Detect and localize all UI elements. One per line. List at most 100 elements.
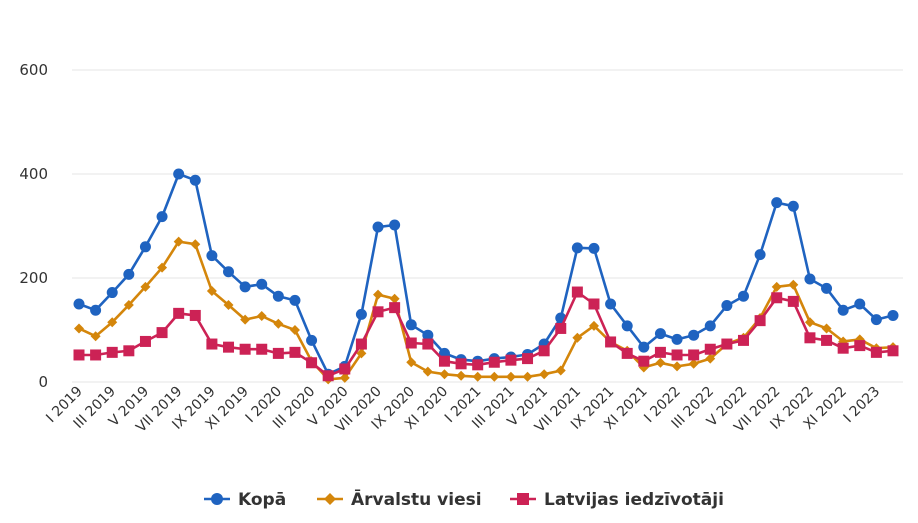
data-point <box>306 334 318 346</box>
data-point <box>273 318 284 329</box>
legend-item[interactable]: Latvijas iedzīvotāji <box>510 490 724 510</box>
data-point <box>272 347 284 359</box>
data-point <box>488 356 500 368</box>
data-point <box>355 338 367 350</box>
data-point <box>804 332 816 344</box>
data-point <box>223 266 235 278</box>
data-point <box>339 372 350 383</box>
data-point <box>472 359 484 371</box>
data-point <box>472 371 483 382</box>
legend: Kopā Ārvalstu viesi Latvijas iedzīvotāji <box>204 488 724 510</box>
legend-item[interactable]: Kopā <box>204 490 286 510</box>
data-point <box>821 323 832 334</box>
data-point <box>256 310 267 321</box>
data-point <box>505 371 516 382</box>
grid-lines <box>72 69 903 383</box>
data-point <box>339 363 351 375</box>
data-point <box>156 327 168 339</box>
data-point <box>555 365 566 376</box>
data-point <box>821 334 833 346</box>
legend-marker-symbol <box>324 493 336 505</box>
data-point <box>804 317 815 328</box>
data-point <box>754 249 766 261</box>
data-point <box>422 329 434 341</box>
data-point <box>106 346 118 358</box>
legend-label: Ārvalstu viesi <box>351 488 482 510</box>
data-point <box>671 333 683 345</box>
data-point <box>157 262 168 273</box>
data-point <box>672 361 683 372</box>
data-point <box>74 323 84 334</box>
data-point <box>173 168 185 180</box>
data-point <box>422 366 433 377</box>
data-point <box>721 338 733 350</box>
data-point <box>422 338 434 350</box>
data-point <box>737 334 749 346</box>
data-point <box>588 298 600 310</box>
data-point <box>123 300 134 311</box>
data-point <box>206 338 218 350</box>
legend-item[interactable]: Ārvalstu viesi <box>317 488 482 510</box>
data-point <box>389 302 401 314</box>
data-point <box>189 174 201 186</box>
data-point <box>206 250 218 262</box>
data-point <box>771 197 783 209</box>
data-point <box>837 304 849 316</box>
data-point <box>555 322 567 334</box>
data-point <box>223 300 234 311</box>
data-point <box>788 279 799 290</box>
data-point <box>688 349 700 361</box>
data-point <box>289 346 301 358</box>
data-point <box>289 294 301 306</box>
data-point <box>754 315 766 327</box>
data-point <box>539 369 550 380</box>
data-point <box>505 354 517 366</box>
data-point <box>256 343 268 355</box>
data-point <box>123 268 135 280</box>
data-point <box>206 286 217 296</box>
data-point <box>522 371 533 382</box>
data-point <box>837 342 849 354</box>
data-point <box>787 200 799 212</box>
data-point <box>522 353 534 365</box>
data-point <box>638 341 650 353</box>
data-point <box>704 343 716 355</box>
data-point <box>156 211 168 223</box>
data-point <box>638 355 650 367</box>
data-point <box>173 307 185 319</box>
y-tick-label: 600 <box>19 61 48 79</box>
data-point <box>804 273 816 285</box>
x-tick-label: I 2023 <box>841 384 884 427</box>
data-point <box>870 346 882 358</box>
y-tick-label: 200 <box>19 269 48 287</box>
data-point <box>355 308 367 320</box>
data-point <box>372 306 384 318</box>
data-point <box>438 355 450 367</box>
data-point <box>372 221 384 233</box>
series-line <box>78 172 894 376</box>
data-point <box>139 241 151 253</box>
data-point <box>571 286 583 298</box>
legend-marker-symbol <box>211 493 223 505</box>
data-point <box>306 357 318 369</box>
data-point <box>240 314 251 325</box>
data-point <box>106 287 118 299</box>
data-point <box>887 309 899 321</box>
data-point <box>190 239 201 250</box>
y-tick-label: 0 <box>38 373 48 391</box>
series-layer <box>73 168 899 385</box>
data-point <box>239 343 251 355</box>
data-point <box>223 341 235 353</box>
data-point <box>373 289 384 300</box>
data-point <box>721 300 733 312</box>
data-point <box>688 329 700 341</box>
data-point <box>455 358 467 370</box>
data-point <box>356 348 367 359</box>
data-point <box>821 282 833 294</box>
data-point <box>771 281 782 292</box>
data-point <box>688 358 699 369</box>
y-axis-ticks: 0 200 400 600 <box>19 61 48 391</box>
data-point <box>588 320 599 331</box>
data-point <box>73 298 85 310</box>
